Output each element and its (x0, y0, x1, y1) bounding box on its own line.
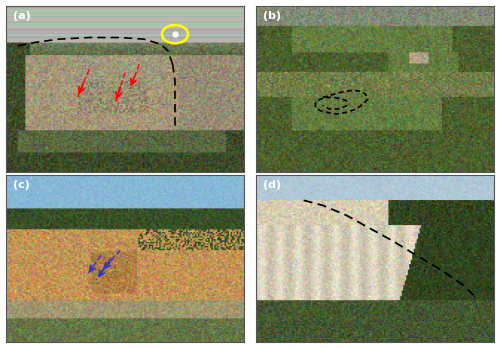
Text: (b): (b) (263, 11, 281, 21)
Text: (d): (d) (263, 180, 281, 190)
Text: (a): (a) (13, 11, 31, 21)
Text: (c): (c) (13, 180, 30, 190)
